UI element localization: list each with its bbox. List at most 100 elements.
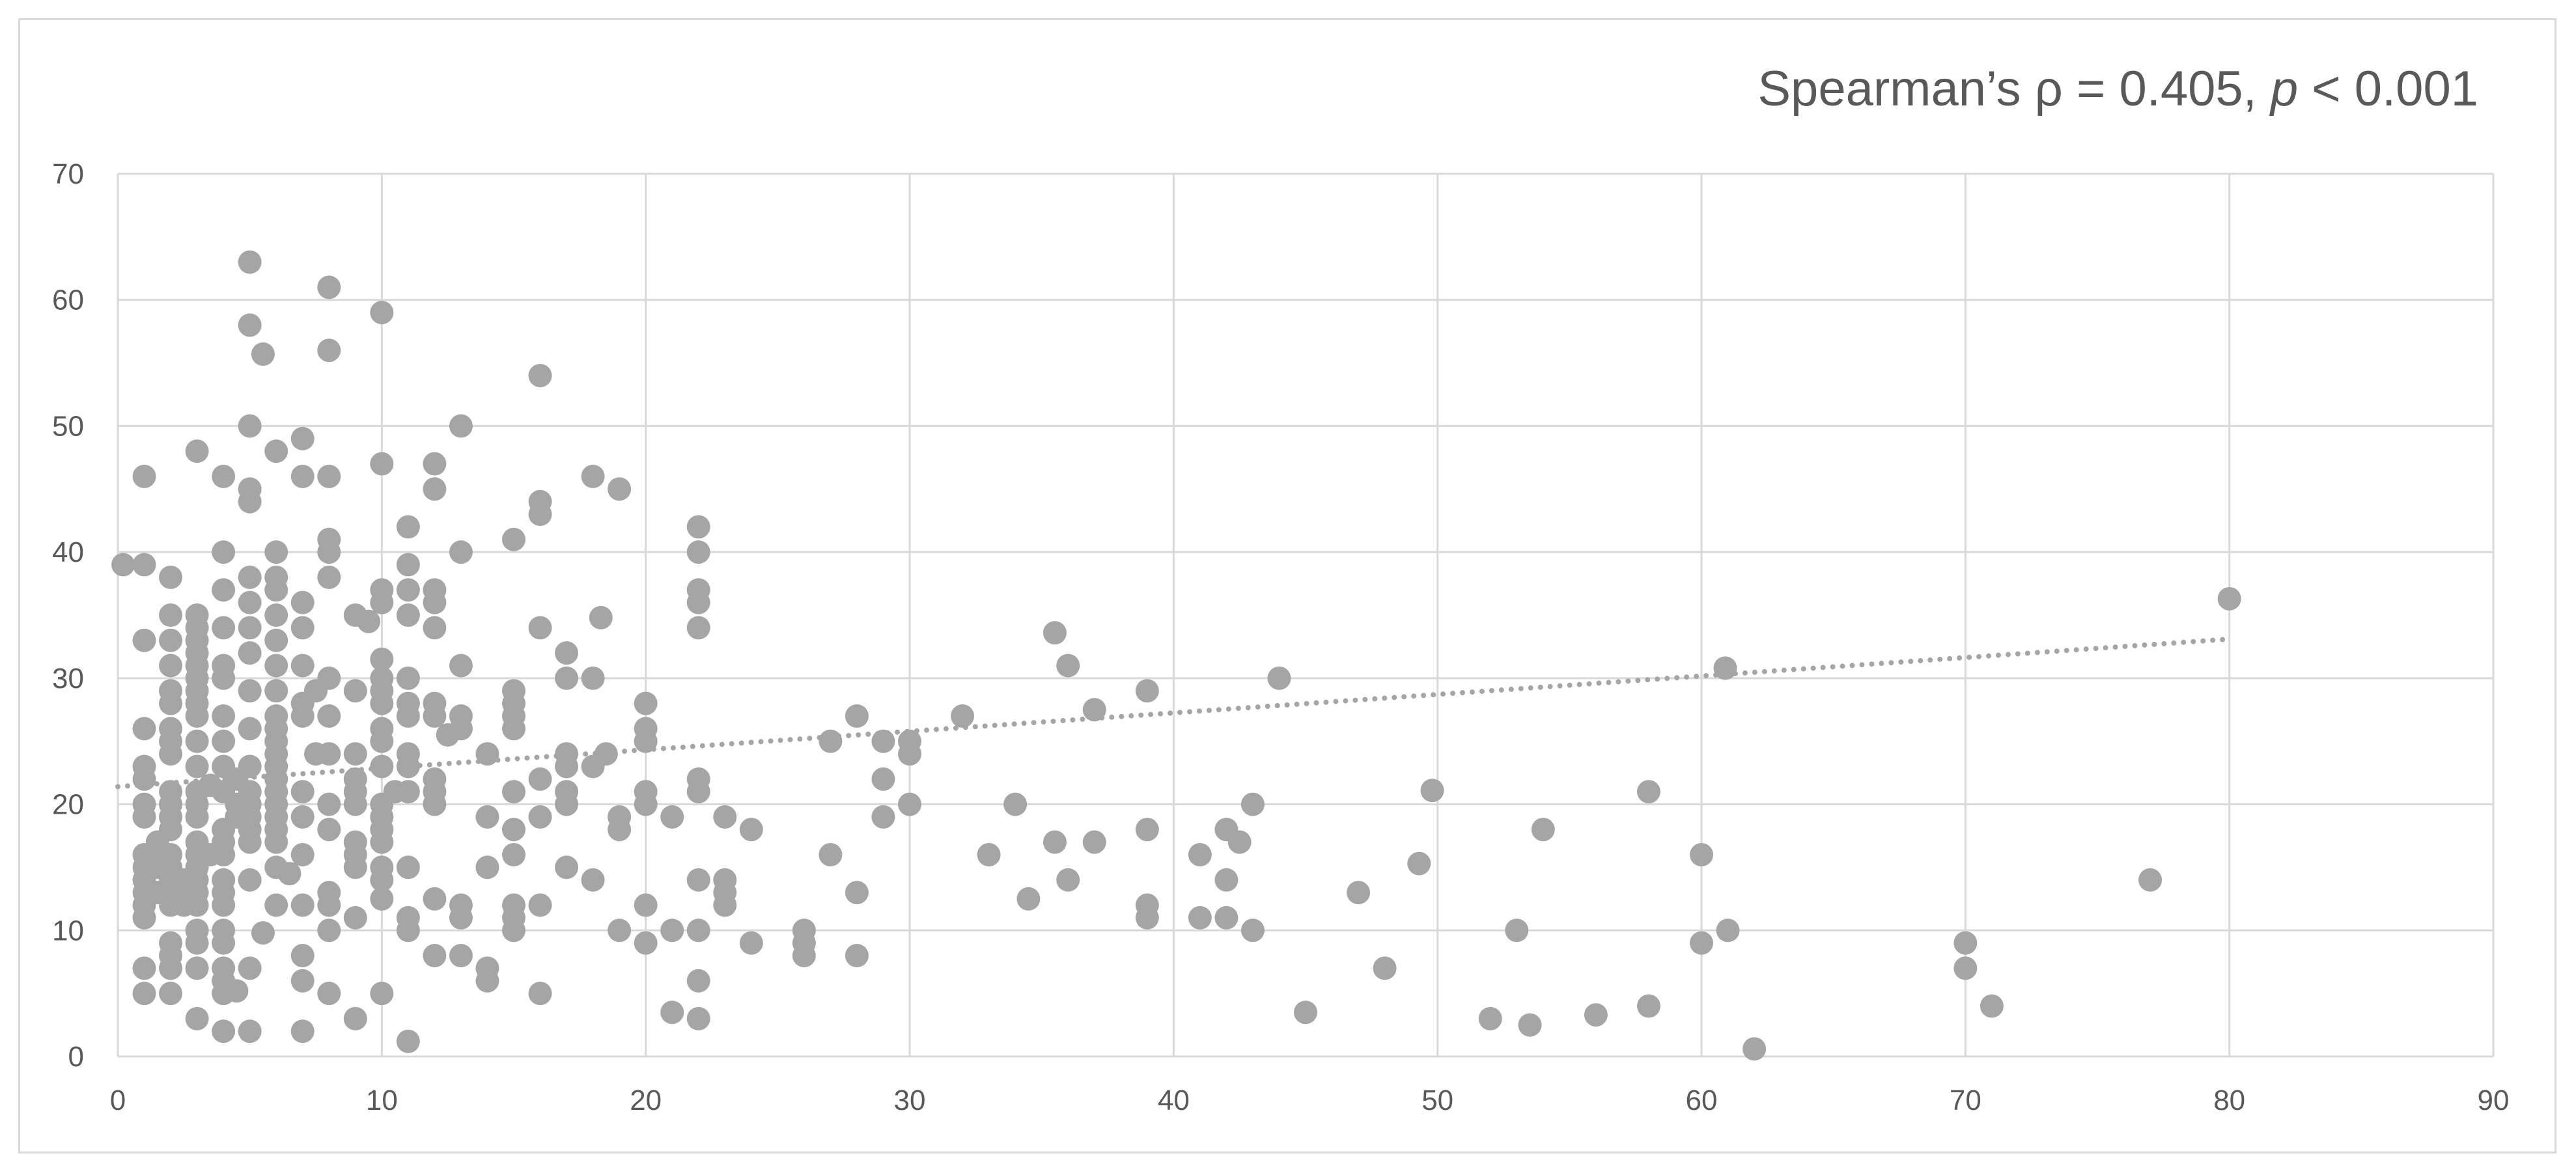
data-point — [290, 616, 315, 640]
data-point — [185, 754, 209, 779]
x-tick-label: 80 — [2213, 1084, 2245, 1116]
data-point — [581, 464, 605, 488]
data-point — [1636, 780, 1660, 804]
data-point — [396, 704, 420, 728]
data-point — [370, 830, 394, 854]
data-point — [449, 905, 473, 930]
data-point — [290, 780, 315, 804]
data-point — [159, 654, 183, 678]
data-points — [111, 250, 2241, 1061]
data-point — [290, 464, 315, 488]
data-point — [819, 843, 843, 867]
data-point — [871, 805, 895, 829]
data-point — [2138, 868, 2163, 892]
y-tick-label: 40 — [52, 536, 84, 568]
data-point — [1043, 621, 1067, 645]
data-point — [132, 805, 156, 829]
data-point — [739, 818, 763, 842]
data-point — [238, 1019, 262, 1043]
data-point — [555, 666, 579, 690]
data-point — [264, 540, 288, 564]
y-tick-label: 0 — [68, 1041, 84, 1073]
data-point — [343, 855, 367, 879]
data-point — [686, 780, 710, 804]
data-point — [1240, 918, 1265, 943]
data-point — [589, 605, 613, 629]
data-point — [185, 729, 209, 753]
data-point — [159, 956, 183, 980]
data-point — [132, 464, 156, 488]
data-point — [343, 1006, 367, 1030]
data-point — [555, 754, 579, 779]
data-point — [185, 893, 209, 917]
data-point — [370, 647, 394, 671]
data-point — [1743, 1037, 1767, 1061]
data-point — [608, 818, 632, 842]
data-point — [660, 918, 684, 943]
data-point — [132, 553, 156, 577]
data-point — [343, 792, 367, 816]
data-point — [1082, 698, 1106, 722]
data-point — [238, 956, 262, 980]
data-point — [212, 616, 236, 640]
data-point — [502, 843, 525, 867]
data-point — [238, 641, 262, 665]
data-point — [686, 515, 710, 539]
data-point — [871, 729, 895, 753]
data-point — [264, 830, 288, 854]
data-point — [686, 590, 710, 614]
data-point — [634, 792, 658, 816]
data-point — [502, 717, 525, 741]
data-point — [238, 250, 262, 274]
data-point — [634, 931, 658, 955]
data-point — [819, 729, 843, 753]
data-point — [634, 691, 658, 715]
data-point — [370, 729, 394, 753]
data-point — [290, 893, 315, 917]
data-point — [317, 666, 341, 690]
data-point — [370, 982, 394, 1006]
data-point — [475, 742, 499, 766]
data-point — [502, 818, 525, 842]
data-point — [317, 792, 341, 816]
gridlines — [117, 172, 2495, 1058]
data-point — [449, 654, 473, 678]
data-point — [2217, 586, 2241, 611]
y-tick-label: 50 — [52, 410, 84, 442]
data-point — [423, 452, 447, 476]
data-point — [845, 704, 869, 728]
data-point — [396, 603, 420, 627]
data-point — [370, 887, 394, 911]
data-point — [977, 843, 1001, 867]
data-point — [251, 921, 275, 945]
data-point — [370, 868, 394, 892]
data-point — [1003, 792, 1028, 816]
data-point — [1056, 868, 1080, 892]
trendline-layer — [115, 636, 2232, 790]
data-point — [1294, 1000, 1317, 1025]
data-point — [290, 426, 315, 450]
data-point — [686, 969, 710, 993]
correlation-annotation: Spearman’s ρ = 0.405, p < 0.001 — [1757, 61, 2478, 117]
data-point — [251, 342, 275, 366]
data-point — [317, 338, 341, 363]
data-point — [1214, 868, 1239, 892]
data-point — [290, 805, 315, 829]
data-point — [396, 855, 420, 879]
data-point — [317, 275, 341, 299]
data-point — [502, 918, 525, 943]
data-point — [238, 830, 262, 854]
data-point — [1636, 994, 1660, 1018]
data-point — [423, 590, 447, 614]
data-point — [357, 609, 381, 633]
data-point — [238, 679, 262, 703]
data-point — [290, 969, 315, 993]
data-point — [132, 982, 156, 1006]
data-point — [449, 540, 473, 564]
data-point — [1518, 1013, 1542, 1037]
data-point — [449, 717, 473, 741]
data-point — [1584, 1003, 1608, 1027]
data-point — [1043, 830, 1067, 854]
x-tick-label: 20 — [630, 1084, 662, 1116]
data-point — [159, 691, 183, 715]
